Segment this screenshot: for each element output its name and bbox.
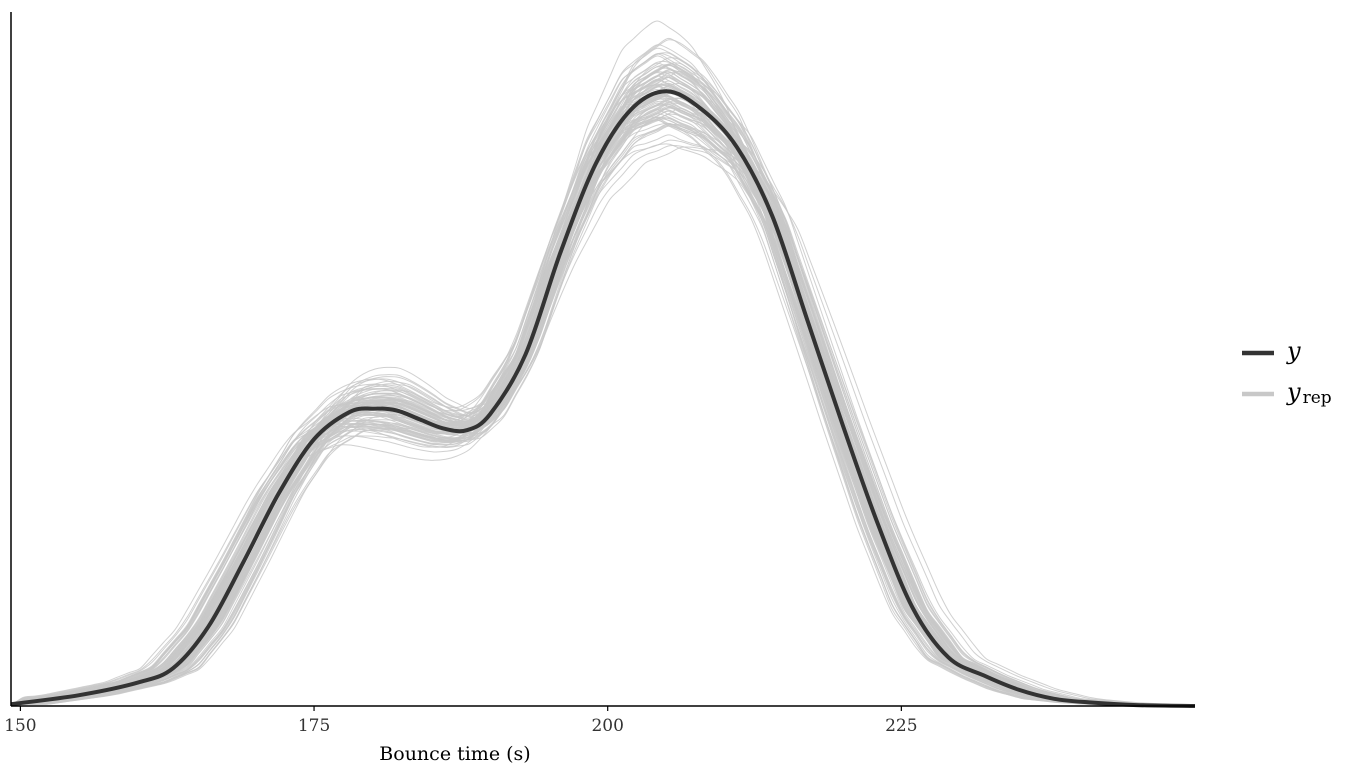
- x-tick-label: 150: [4, 716, 36, 736]
- legend-label-yrep-subscript: rep: [1303, 388, 1332, 408]
- x-axis-title: Bounce time (s): [379, 743, 530, 765]
- yrep-draw-line: [10, 119, 1186, 707]
- legend-label-yrep: y rep: [1286, 378, 1332, 408]
- legend: y y rep: [1242, 337, 1332, 408]
- yrep-draw-line: [10, 119, 1186, 707]
- x-tick-label: 200: [591, 716, 623, 736]
- yrep-draw-line: [10, 89, 1186, 707]
- x-tick-label: 225: [885, 716, 917, 736]
- y-series-group: [10, 89, 1196, 708]
- yrep-draw-line: [10, 143, 1186, 707]
- yrep-draw-line: [10, 20, 1186, 707]
- yrep-draw-line: [10, 122, 1186, 707]
- legend-label-yrep-main: y: [1286, 378, 1301, 406]
- yrep-draw-line: [10, 88, 1186, 707]
- yrep-series-group: [10, 20, 1186, 707]
- yrep-draw-line: [10, 52, 1186, 707]
- yrep-draw-line: [10, 123, 1186, 707]
- yrep-draw-line: [10, 146, 1186, 707]
- yrep-draw-line: [10, 125, 1186, 707]
- yrep-draw-line: [10, 122, 1186, 707]
- legend-label-y: y: [1286, 337, 1301, 365]
- yrep-draw-line: [10, 89, 1186, 707]
- x-tick-label: 175: [298, 716, 330, 736]
- x-axis-ticks: 150 175 200 225: [4, 706, 918, 736]
- yrep-draw-line: [10, 89, 1186, 707]
- yrep-draw-line: [10, 123, 1186, 707]
- y-density-line: [10, 89, 1196, 708]
- yrep-draw-line: [10, 86, 1186, 707]
- yrep-draw-line: [10, 93, 1186, 707]
- yrep-draw-line: [10, 144, 1186, 707]
- yrep-draw-line: [10, 139, 1186, 707]
